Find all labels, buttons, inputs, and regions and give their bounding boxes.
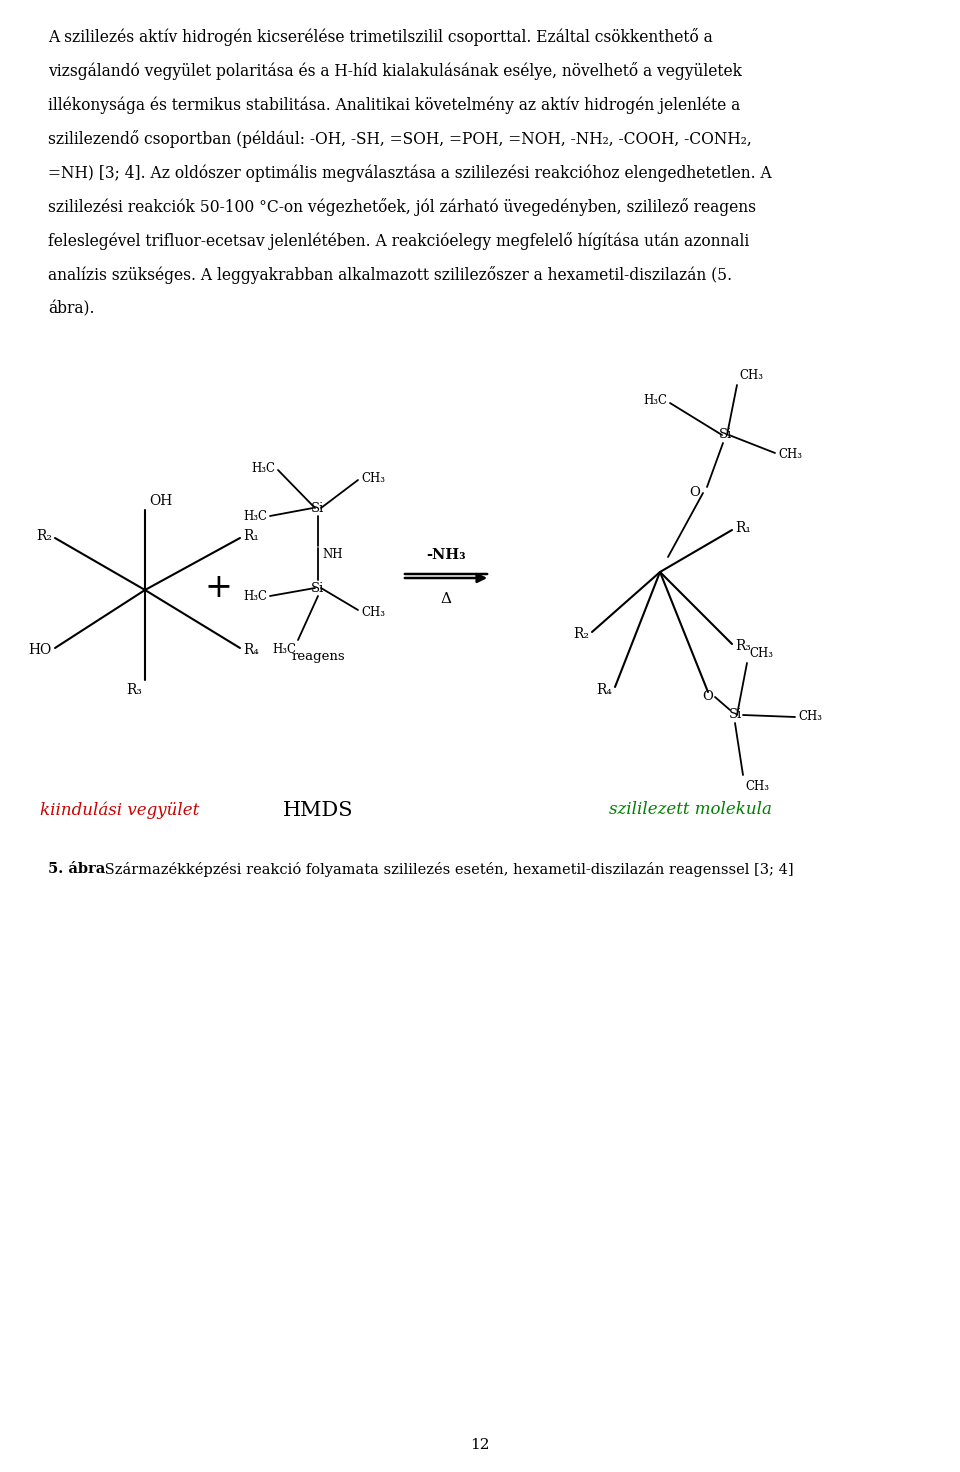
Text: R₁: R₁ (735, 521, 751, 534)
Text: CH₃: CH₃ (361, 605, 385, 618)
Text: R₁: R₁ (243, 528, 259, 543)
Text: Si: Si (729, 708, 742, 721)
Text: ábra).: ábra). (48, 300, 94, 316)
Text: CH₃: CH₃ (361, 471, 385, 484)
Text: analízis szükséges. A leggyakrabban alkalmazott szililezőszer a hexametil-diszil: analízis szükséges. A leggyakrabban alka… (48, 266, 732, 284)
Text: szililezési reakciók 50-100 °C-on végezhetőek, jól zárható üvegedényben, szilile: szililezési reakciók 50-100 °C-on végezh… (48, 199, 756, 216)
Text: OH: OH (149, 495, 172, 508)
Text: H₃C: H₃C (272, 643, 296, 657)
Text: CH₃: CH₃ (798, 711, 822, 724)
Text: HMDS: HMDS (283, 801, 353, 820)
Text: -NH₃: -NH₃ (426, 548, 466, 562)
Text: +: + (204, 573, 232, 604)
Text: R₂: R₂ (36, 528, 52, 543)
Text: O: O (702, 690, 713, 704)
Text: szililezendő csoportban (például: -OH, -SH, =SOH, =POH, =NOH, -NH₂, -COOH, -CONH: szililezendő csoportban (például: -OH, -… (48, 130, 752, 149)
Text: HO: HO (29, 643, 52, 657)
Text: H₃C: H₃C (243, 509, 267, 523)
Text: illékonysága és termikus stabilitása. Analitikai követelmény az aktív hidrogén j: illékonysága és termikus stabilitása. An… (48, 96, 740, 113)
Text: vizsgálandó vegyület polaritása és a H-híd kialakulásának esélye, növelhető a ve: vizsgálandó vegyület polaritása és a H-h… (48, 62, 742, 79)
Text: H₃C: H₃C (251, 462, 275, 474)
Text: R₄: R₄ (596, 683, 612, 698)
Text: CH₃: CH₃ (778, 449, 802, 462)
Text: Származékképzési reakció folyamata szililezés esetén, hexametil-diszilazán reage: Származékképzési reakció folyamata szili… (100, 863, 794, 877)
Text: R₃: R₃ (735, 639, 751, 654)
Text: Si: Si (311, 502, 324, 515)
Text: O: O (689, 486, 700, 499)
Text: 5. ábra: 5. ábra (48, 863, 106, 876)
Text: R₂: R₂ (573, 627, 589, 640)
Text: CH₃: CH₃ (749, 648, 773, 659)
Text: NH: NH (322, 548, 343, 561)
Text: A szililezés aktív hidrogén kicserélése trimetilszilil csoporttal. Ezáltal csökk: A szililezés aktív hidrogén kicserélése … (48, 28, 712, 46)
Text: CH₃: CH₃ (745, 780, 769, 793)
Text: szililezett molekula: szililezett molekula (609, 801, 772, 818)
Text: H₃C: H₃C (643, 394, 667, 408)
Text: H₃C: H₃C (243, 589, 267, 602)
Text: R₄: R₄ (243, 643, 259, 657)
Text: R₃: R₃ (126, 683, 142, 698)
Text: Si: Si (718, 428, 732, 442)
Text: Δ: Δ (441, 592, 451, 606)
Text: kiindulási vegyület: kiindulási vegyület (40, 801, 200, 818)
Text: reagens: reagens (291, 651, 345, 662)
Text: 12: 12 (470, 1438, 490, 1451)
Text: CH₃: CH₃ (739, 369, 763, 383)
Text: =NH) [3; 4]. Az oldószer optimális megválasztása a szililezési reakcióhoz elenge: =NH) [3; 4]. Az oldószer optimális megvá… (48, 163, 772, 181)
Text: feleslegével trifluor-ecetsav jelenlétében. A reakcióelegy megfelelő hígítása ut: feleslegével trifluor-ecetsav jelenlétéb… (48, 233, 749, 250)
Text: Si: Si (311, 581, 324, 595)
